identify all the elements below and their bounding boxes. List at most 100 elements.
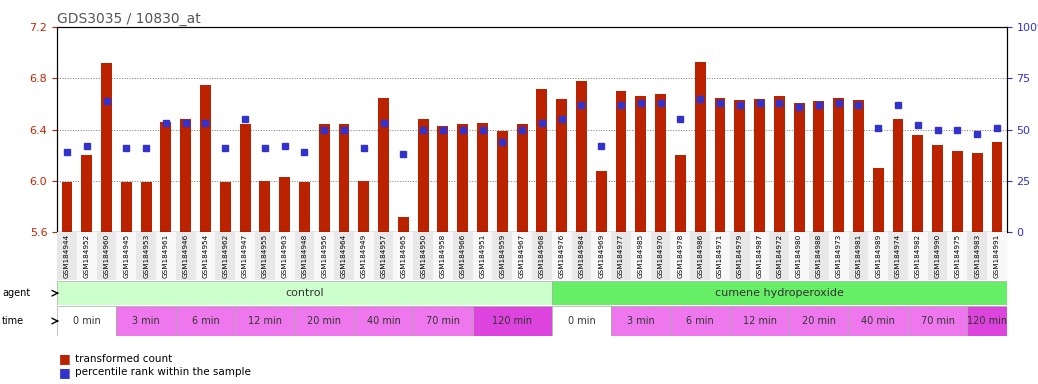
Bar: [889, 232, 908, 280]
Text: GSM184966: GSM184966: [460, 233, 466, 278]
Text: ■: ■: [59, 353, 71, 366]
Text: percentile rank within the sample: percentile rank within the sample: [75, 367, 250, 377]
Text: GSM184953: GSM184953: [143, 233, 149, 278]
Bar: [393, 232, 413, 280]
Bar: [794, 103, 804, 232]
Bar: [101, 63, 112, 232]
Bar: [472, 306, 552, 336]
Bar: [572, 232, 592, 280]
Bar: [611, 306, 671, 336]
Bar: [991, 142, 1003, 232]
Bar: [354, 232, 374, 280]
Bar: [616, 91, 627, 232]
Bar: [967, 306, 1007, 336]
Text: GSM184962: GSM184962: [222, 233, 228, 278]
Bar: [116, 306, 175, 336]
Text: GSM184964: GSM184964: [342, 233, 347, 278]
Bar: [175, 232, 195, 280]
Bar: [374, 232, 393, 280]
Bar: [433, 232, 453, 280]
Bar: [57, 232, 77, 280]
Text: GSM184980: GSM184980: [796, 233, 802, 278]
Bar: [319, 124, 330, 232]
Bar: [116, 232, 136, 280]
Text: GSM184968: GSM184968: [539, 233, 545, 278]
Bar: [952, 151, 963, 232]
Bar: [592, 232, 611, 280]
Text: 3 min: 3 min: [627, 316, 655, 326]
Text: GSM184947: GSM184947: [242, 233, 248, 278]
Text: GSM184965: GSM184965: [401, 233, 406, 278]
Bar: [354, 306, 413, 336]
Text: 120 min: 120 min: [492, 316, 532, 326]
Bar: [161, 122, 171, 232]
Bar: [849, 306, 908, 336]
Text: GSM184946: GSM184946: [183, 233, 189, 278]
Bar: [97, 232, 116, 280]
Bar: [477, 123, 488, 232]
Bar: [136, 232, 156, 280]
Bar: [987, 232, 1007, 280]
Bar: [175, 306, 236, 336]
Text: GSM184983: GSM184983: [975, 233, 980, 278]
Bar: [631, 232, 651, 280]
Bar: [255, 232, 275, 280]
Text: time: time: [2, 316, 24, 326]
Bar: [413, 306, 472, 336]
Bar: [378, 98, 389, 232]
Bar: [576, 81, 586, 232]
Bar: [853, 100, 864, 232]
Bar: [236, 306, 295, 336]
Text: 40 min: 40 min: [366, 316, 401, 326]
Text: GSM184973: GSM184973: [836, 233, 842, 278]
Bar: [552, 232, 572, 280]
Bar: [77, 232, 97, 280]
Bar: [57, 281, 552, 305]
Text: GSM184955: GSM184955: [262, 233, 268, 278]
Bar: [849, 232, 869, 280]
Text: 3 min: 3 min: [132, 316, 160, 326]
Bar: [972, 153, 983, 232]
Text: 12 min: 12 min: [742, 316, 776, 326]
Text: GSM184971: GSM184971: [717, 233, 722, 278]
Bar: [315, 232, 334, 280]
Bar: [749, 232, 769, 280]
Text: GSM184945: GSM184945: [124, 233, 130, 278]
Text: 6 min: 6 min: [192, 316, 219, 326]
Bar: [655, 94, 666, 232]
Bar: [512, 232, 532, 280]
Bar: [532, 232, 552, 280]
Text: GSM184957: GSM184957: [381, 233, 386, 278]
Bar: [730, 232, 749, 280]
Bar: [260, 181, 270, 232]
Text: GSM184981: GSM184981: [855, 233, 862, 278]
Text: GSM184989: GSM184989: [875, 233, 881, 278]
Bar: [437, 126, 448, 232]
Text: GSM184952: GSM184952: [84, 233, 89, 278]
Bar: [912, 135, 923, 232]
Bar: [754, 99, 765, 232]
Bar: [81, 155, 92, 232]
Bar: [671, 306, 730, 336]
Text: ■: ■: [59, 366, 71, 379]
Bar: [932, 145, 944, 232]
Text: GSM184982: GSM184982: [914, 233, 921, 278]
Bar: [358, 181, 370, 232]
Text: GSM184956: GSM184956: [321, 233, 327, 278]
Text: GSM184969: GSM184969: [598, 233, 604, 278]
Bar: [299, 182, 310, 232]
Text: GSM184951: GSM184951: [480, 233, 486, 278]
Text: GSM184958: GSM184958: [440, 233, 446, 278]
Bar: [537, 89, 547, 232]
Bar: [710, 232, 730, 280]
Text: 120 min: 120 min: [967, 316, 1007, 326]
Text: GSM184950: GSM184950: [420, 233, 427, 278]
Bar: [651, 232, 671, 280]
Bar: [275, 232, 295, 280]
Text: 70 min: 70 min: [921, 316, 955, 326]
Bar: [240, 124, 250, 232]
Text: GSM184967: GSM184967: [519, 233, 525, 278]
Text: 70 min: 70 min: [426, 316, 460, 326]
Bar: [671, 232, 690, 280]
Bar: [869, 232, 889, 280]
